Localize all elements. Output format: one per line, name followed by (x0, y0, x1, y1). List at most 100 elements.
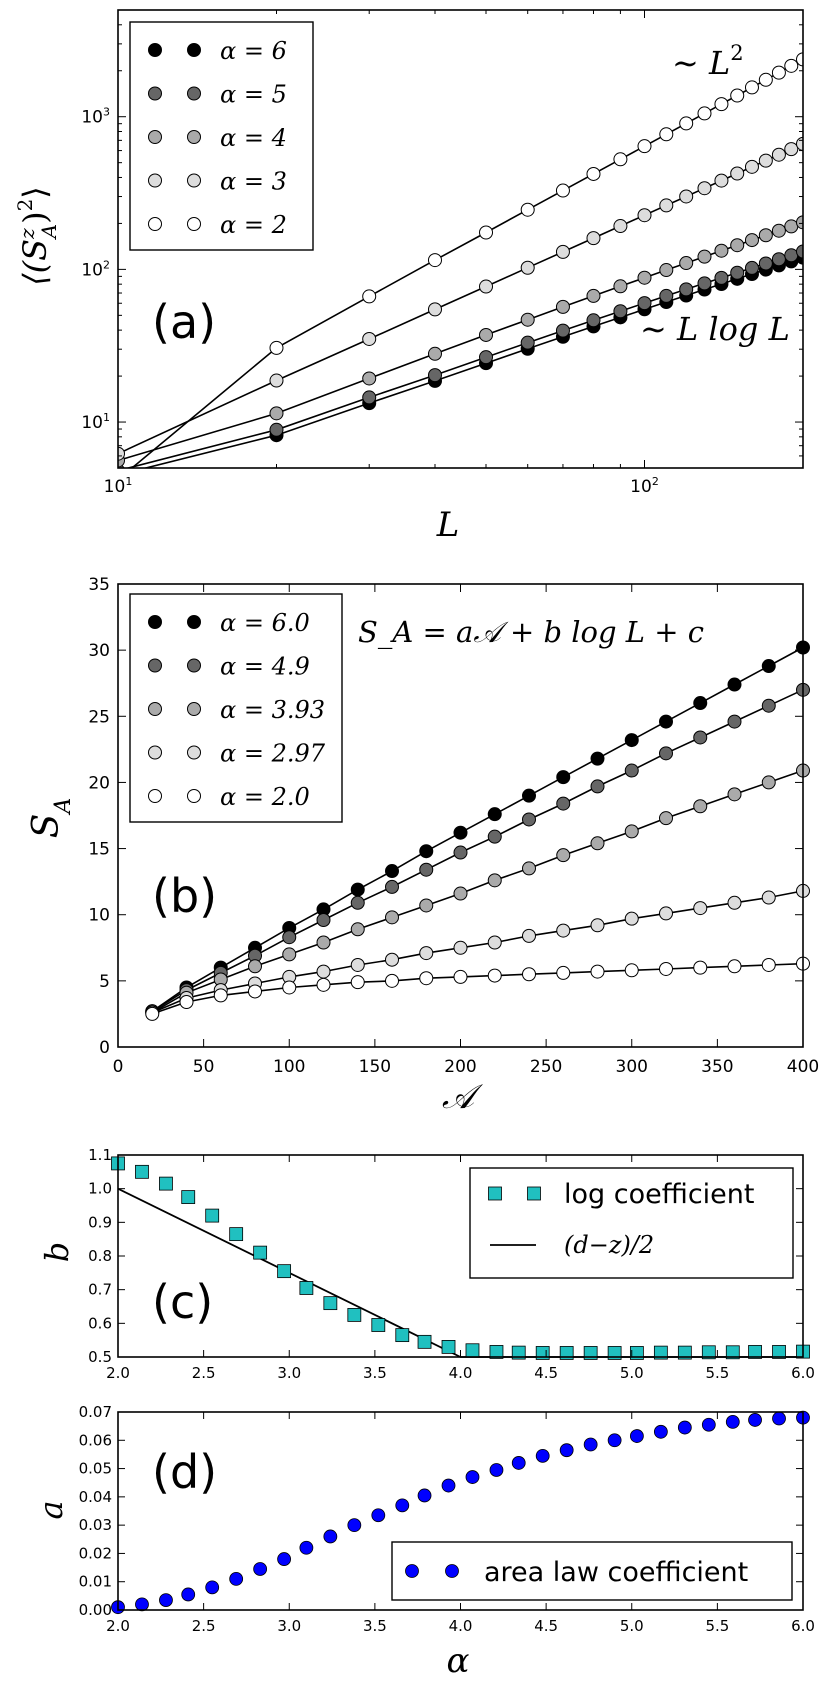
ylabel-sq: 2 (13, 199, 37, 212)
data-point (520, 260, 535, 275)
y-tick-label: 0.03 (79, 1516, 112, 1534)
x-tick-label: 3.5 (363, 1364, 387, 1382)
data-point (796, 244, 803, 259)
ylabel-sup: z (15, 228, 39, 240)
data-point (347, 1518, 362, 1533)
legend-marker (187, 173, 201, 188)
data-point (419, 898, 434, 913)
y-tick-label: 0.7 (88, 1281, 112, 1299)
y-tick-label: 35 (88, 575, 110, 595)
data-point (253, 1562, 268, 1576)
data-point (269, 340, 284, 355)
data-point (159, 1176, 173, 1191)
data-point (761, 890, 776, 905)
data-point (181, 1587, 196, 1602)
data-point (465, 1343, 480, 1358)
data-point (282, 947, 297, 962)
data-point (659, 906, 673, 921)
data-point (535, 1448, 550, 1463)
data-point (730, 166, 745, 181)
data-point (419, 844, 434, 859)
data-point (520, 335, 535, 350)
x-tick-label: 150 (359, 1057, 391, 1077)
legend-marker (445, 1564, 459, 1578)
y-tick-label: 0.5 (88, 1348, 112, 1366)
data-point (771, 223, 786, 238)
panel-a-label: (a) (152, 295, 216, 349)
y-tick-label: 0.6 (88, 1314, 112, 1332)
data-point (693, 901, 708, 916)
data-point (479, 350, 494, 365)
data-point (556, 770, 571, 785)
data-point (653, 1345, 668, 1360)
legend-marker (488, 1186, 502, 1201)
y-tick-label: 25 (88, 707, 110, 727)
svg-text:SA: SA (26, 798, 76, 839)
x-tick-label: 2.5 (192, 1617, 216, 1635)
y-tick-label: 30 (88, 641, 110, 661)
data-point (135, 1164, 149, 1179)
data-point (714, 97, 729, 112)
data-point (697, 106, 712, 121)
panel-a-marks (118, 52, 803, 468)
tick-base: 10 (104, 477, 126, 497)
data-point (744, 80, 759, 95)
data-point (385, 879, 399, 894)
data-point (679, 189, 694, 204)
data-point (613, 304, 628, 319)
data-point (522, 928, 536, 943)
legend-marker (148, 702, 162, 716)
data-point (479, 225, 494, 240)
data-point (613, 279, 628, 294)
data-point (522, 788, 536, 803)
data-point (693, 960, 708, 975)
data-point (555, 323, 570, 338)
data-point (701, 1417, 716, 1432)
data-point (714, 243, 729, 258)
panel-a-series (118, 52, 803, 468)
data-point (362, 331, 377, 346)
data-point (350, 975, 365, 990)
data-point (347, 1308, 362, 1322)
data-point (253, 1245, 268, 1260)
panel-b-ticks: 0 50 100 150 200 250 300 350 400 0 5 10 15 20 25 30 35 (88, 575, 819, 1077)
data-point (350, 922, 365, 937)
data-point (624, 733, 639, 748)
data-point (659, 288, 674, 303)
data-point (350, 895, 365, 910)
data-point (362, 289, 377, 304)
data-point (323, 1529, 338, 1544)
data-point (522, 967, 536, 982)
legend-marker (148, 745, 162, 760)
x-tick-label: 50 (193, 1057, 215, 1077)
data-point (350, 882, 365, 897)
data-point (520, 312, 535, 327)
data-point (522, 861, 536, 876)
x-tick-label: 101 (104, 475, 133, 497)
x-tick-label: 0 (113, 1057, 124, 1077)
data-point (758, 256, 773, 271)
tick-exp: 2 (103, 258, 110, 271)
legend-label: α = 2 (220, 211, 287, 239)
data-point (659, 746, 673, 761)
data-point (761, 659, 776, 674)
data-point (701, 1345, 716, 1360)
legend-label: α = 4.9 (220, 653, 310, 681)
data-point (350, 957, 365, 972)
data-point (730, 238, 745, 253)
data-point (784, 219, 799, 234)
data-point (489, 1345, 504, 1359)
svg-text:⟨(SzA)2⟩: ⟨(SzA)2⟩ (13, 186, 61, 286)
ylabel-close: ) (16, 211, 54, 223)
y-tick-label: 102 (81, 258, 110, 280)
data-point (316, 935, 331, 950)
panel-b-marks (145, 640, 810, 1021)
legend-label: α = 2.97 (220, 740, 326, 768)
tick-exp: 3 (103, 106, 110, 119)
y-tick-label: 0.07 (79, 1403, 112, 1421)
panel-c-label: (c) (152, 1275, 213, 1329)
data-point (362, 390, 377, 405)
data-point (653, 1424, 668, 1439)
panel-d-legend: area law coefficient (391, 1541, 793, 1601)
data-point (727, 787, 742, 802)
